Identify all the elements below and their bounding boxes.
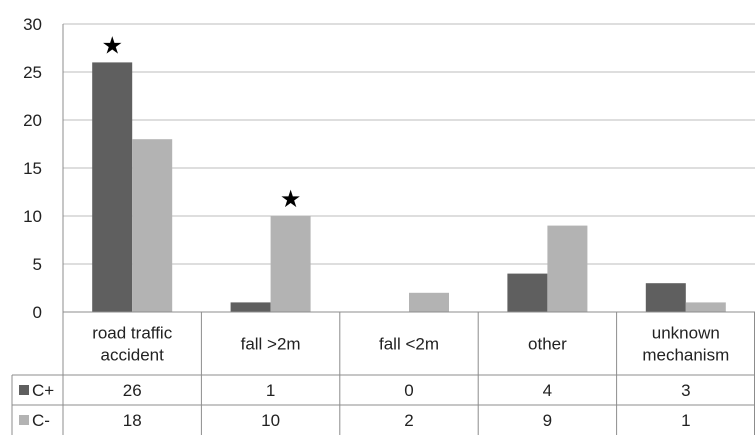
bar-C+-4: [645, 283, 686, 312]
legend-label: C+: [32, 381, 54, 400]
legend-swatch-C-: [19, 415, 29, 425]
bar-C--2: [409, 292, 449, 312]
legend-label: C-: [32, 411, 50, 430]
table-cell-value: 1: [266, 381, 275, 400]
bar-C--1: [270, 216, 311, 312]
category-label: fall >2m: [241, 335, 301, 354]
y-tick-label: 25: [23, 63, 42, 82]
table-cell-value: 4: [543, 381, 552, 400]
y-tick-label: 15: [23, 159, 42, 178]
y-tick-label: 5: [33, 255, 42, 274]
table-cell-value: 0: [404, 381, 413, 400]
significance-star: ★: [101, 32, 123, 59]
gridlines: [62, 23, 755, 312]
category-label: unknown: [652, 324, 720, 343]
category-label: accident: [101, 346, 165, 365]
y-tick-label: 30: [23, 15, 42, 34]
category-label: mechanism: [642, 346, 729, 365]
bar-C--0: [132, 139, 173, 312]
table-cell-value: 3: [681, 381, 690, 400]
category-label: other: [528, 335, 567, 354]
bar-C+-3: [507, 273, 548, 312]
bars: [92, 62, 726, 313]
bar-C--3: [547, 225, 588, 312]
table-cell-value: 26: [123, 381, 142, 400]
data-table: road traffic accident fall >2m fall <2m othe…: [11, 311, 755, 435]
table-cell-value: 2: [404, 411, 413, 430]
y-axis-ticks: 0 5 10 15 20 25 30: [23, 15, 42, 322]
legend-swatch-C+: [19, 385, 29, 395]
table-cell-value: 1: [681, 411, 690, 430]
bar-C+-0: [92, 62, 133, 313]
category-label: road traffic: [92, 324, 173, 343]
significance-star: ★: [280, 186, 302, 213]
table-cell-value: 9: [543, 411, 552, 430]
bar-C--4: [685, 302, 726, 312]
table-cell-value: 18: [123, 411, 142, 430]
y-tick-label: 20: [23, 111, 42, 130]
y-tick-label: 0: [33, 303, 42, 322]
bar-C+-1: [230, 302, 271, 312]
category-label: fall <2m: [379, 335, 439, 354]
annotations: ★★: [101, 32, 301, 213]
y-tick-label: 10: [23, 207, 42, 226]
table-cell-value: 10: [261, 411, 280, 430]
